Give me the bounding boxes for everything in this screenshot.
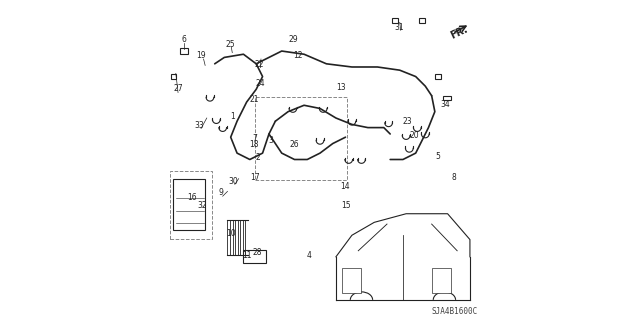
Text: 28: 28: [252, 249, 262, 257]
Bar: [443, 96, 451, 100]
Text: 33: 33: [195, 121, 204, 130]
Text: 10: 10: [226, 229, 236, 238]
Bar: [243, 250, 266, 263]
Text: 6: 6: [181, 35, 186, 44]
Text: 16: 16: [187, 193, 196, 202]
Text: 15: 15: [341, 201, 351, 210]
Text: SJA4B1600C: SJA4B1600C: [431, 307, 478, 316]
Text: 31: 31: [394, 23, 404, 32]
Text: 7: 7: [252, 134, 257, 143]
Text: 11: 11: [242, 251, 252, 260]
Text: 25: 25: [225, 40, 235, 48]
Text: 21: 21: [250, 95, 259, 104]
Text: 18: 18: [250, 140, 259, 149]
Text: 5: 5: [436, 152, 440, 161]
Text: 14: 14: [340, 182, 349, 191]
Text: 2: 2: [255, 153, 260, 162]
Text: 29: 29: [288, 35, 298, 44]
Text: 9: 9: [219, 189, 223, 197]
Text: FR.: FR.: [449, 25, 469, 41]
Text: 22: 22: [254, 60, 264, 69]
Text: 34: 34: [440, 100, 451, 109]
Text: 23: 23: [403, 117, 413, 126]
Bar: [431, 268, 451, 293]
Text: 4: 4: [307, 251, 311, 260]
Text: 1: 1: [230, 112, 235, 121]
Text: 20: 20: [410, 131, 419, 140]
Text: 17: 17: [250, 173, 259, 182]
Text: 32: 32: [197, 201, 207, 210]
Bar: [342, 268, 362, 293]
Text: 3: 3: [268, 136, 273, 145]
Text: 26: 26: [289, 140, 299, 149]
Text: 8: 8: [452, 173, 456, 182]
Text: 13: 13: [336, 83, 346, 92]
Bar: [180, 48, 188, 54]
Text: 19: 19: [196, 51, 206, 60]
Text: 12: 12: [293, 51, 303, 60]
Text: 30: 30: [228, 177, 238, 186]
FancyBboxPatch shape: [173, 179, 205, 230]
Text: 24: 24: [255, 79, 265, 88]
Text: 27: 27: [173, 84, 183, 93]
